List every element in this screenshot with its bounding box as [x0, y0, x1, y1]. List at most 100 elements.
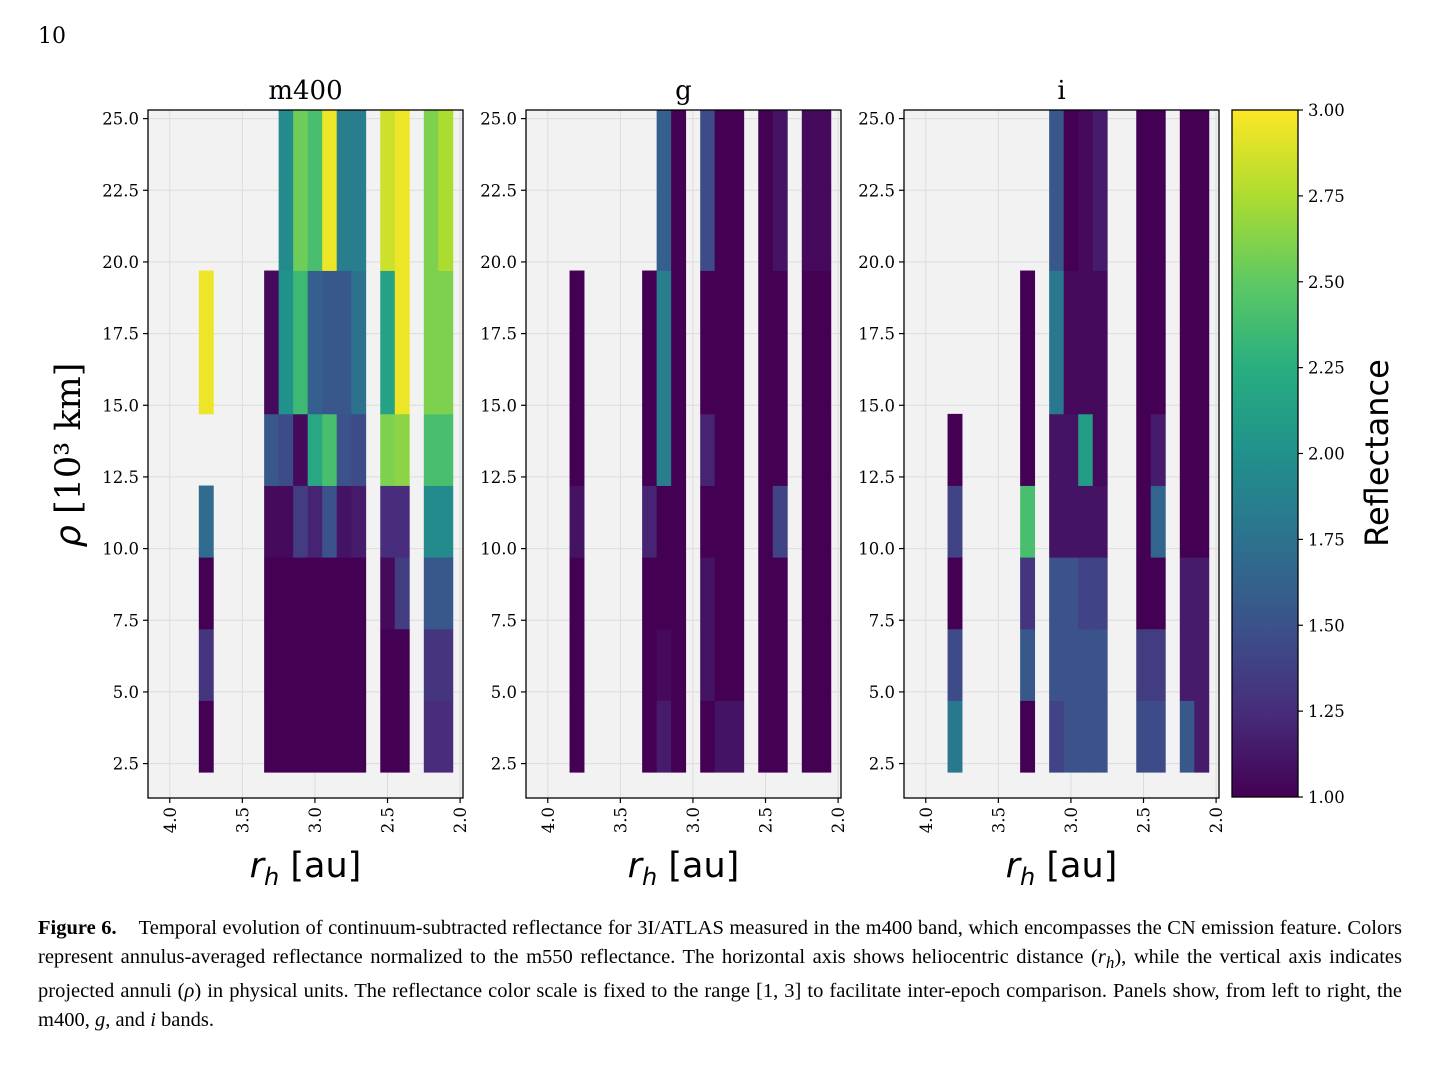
heatmap-cell [642, 557, 658, 630]
heatmap-cell [1063, 700, 1079, 773]
heatmap-cell [772, 557, 788, 630]
heatmap-cell [947, 485, 963, 558]
y-tick-label: 22.5 [102, 181, 139, 200]
heatmap-cell [278, 700, 294, 773]
x-tick-label: 3.0 [684, 807, 703, 833]
heatmap-cell [1049, 700, 1065, 773]
y-tick-label: 20.0 [858, 253, 895, 272]
heatmap-cell [380, 557, 396, 630]
heatmap-cell [322, 413, 338, 486]
heatmap-cell [1063, 110, 1079, 271]
x-tick-label: 3.0 [1062, 807, 1081, 833]
heatmap-cell [758, 110, 774, 271]
heatmap-cell [1020, 557, 1036, 630]
colorbar-tick-label: 1.00 [1308, 788, 1345, 807]
heatmap-cell [1179, 110, 1195, 271]
heatmap-cell [1078, 700, 1094, 773]
heatmap-cell [671, 413, 687, 486]
heatmap-cell [772, 413, 788, 486]
y-tick-label: 20.0 [480, 253, 517, 272]
y-tick-label: 15.0 [858, 396, 895, 415]
y-tick-label: 5.0 [869, 683, 895, 702]
heatmap-cell [1136, 628, 1152, 701]
y-tick-label: 10.0 [480, 540, 517, 559]
heatmap-cell [1078, 413, 1094, 486]
heatmap-cell [1179, 485, 1195, 558]
heatmap-cell [801, 628, 832, 701]
caption-rh-sub: h [1105, 953, 1115, 973]
x-tick-label: 2.5 [1135, 807, 1154, 833]
y-tick-label: 22.5 [480, 181, 517, 200]
heatmap-cell [801, 270, 832, 415]
heatmap-cell [307, 557, 323, 630]
plot-frame [903, 109, 1220, 799]
heatmap-cell [642, 413, 658, 486]
heatmap-cell [438, 485, 454, 558]
heatmap-cell [1194, 557, 1210, 630]
heatmap-cell [423, 557, 439, 630]
heatmap-cell [1078, 557, 1094, 630]
heatmap-cell [1136, 413, 1152, 486]
y-tick-label: 10.0 [858, 540, 895, 559]
panel-i: 2.5 5.0 7.5 10.0 12.5 15.0 17.5 20.0 22.5 25.0 4.0… [858, 76, 1226, 891]
heatmap-cell [758, 413, 774, 486]
heatmap-cell [1150, 413, 1166, 486]
heatmap-cell [322, 110, 338, 271]
heatmap-cell [293, 413, 309, 486]
y-tick-label: 25.0 [858, 110, 895, 129]
heatmap-cell [642, 628, 658, 701]
caption-label: Figure 6. [38, 917, 117, 939]
heatmap-cell [1078, 270, 1094, 415]
heatmap-cell [293, 270, 309, 415]
heatmap-cell [801, 110, 832, 271]
heatmap-cell [423, 485, 439, 558]
colorbar-tick-label: 3.00 [1308, 101, 1345, 120]
x-tick-label: 2.5 [379, 807, 398, 833]
heatmap-cell [307, 485, 323, 558]
x-tick-label: 2.0 [829, 807, 848, 833]
heatmap-cell [1179, 270, 1195, 415]
heatmap-cell [714, 485, 745, 558]
heatmap-cell [264, 557, 280, 630]
heatmap-cell [1049, 557, 1065, 630]
x-tick-label: 3.0 [306, 807, 325, 833]
y-tick-label: 25.0 [480, 110, 517, 129]
heatmap-cell [307, 110, 323, 271]
heatmap-cell [1179, 557, 1195, 630]
y-tick-label: 17.5 [480, 325, 517, 344]
heatmap-cell [423, 628, 439, 701]
heatmap-cell [293, 485, 309, 558]
heatmap-cell [394, 557, 410, 630]
heatmap-cell [656, 628, 672, 701]
y-tick-label: 17.5 [858, 325, 895, 344]
panel-m400: 2.5 5.0 7.5 10.0 12.5 15.0 17.5 20.0 22.5 25.0 4.0… [102, 76, 470, 891]
heatmap-cell [569, 700, 585, 773]
x-tick-label: 4.0 [161, 807, 180, 833]
heatmap-cell [1020, 700, 1036, 773]
heatmap-cell [1092, 110, 1108, 271]
heatmap-cell [1194, 700, 1210, 773]
heatmap-cell [700, 413, 716, 486]
heatmap-cell [351, 557, 367, 630]
heatmap-cell [293, 557, 309, 630]
y-tick-label: 15.0 [102, 396, 139, 415]
x-tick-label: 3.5 [233, 807, 252, 833]
heatmap-cell [700, 700, 716, 773]
y-tick-label: 2.5 [869, 755, 895, 774]
heatmap-cell [671, 270, 687, 415]
y-tick-label: 20.0 [102, 253, 139, 272]
heatmap-cell [714, 628, 745, 701]
heatmap-cell [1136, 270, 1152, 415]
heatmap-cell [714, 700, 745, 773]
y-tick-label: 15.0 [480, 396, 517, 415]
heatmap-cell [700, 110, 716, 271]
heatmap-cell [438, 110, 454, 271]
heatmap-cell [438, 628, 454, 701]
heatmap-cell [801, 557, 832, 630]
heatmap-cell [278, 270, 294, 415]
heatmap-cell [1049, 413, 1065, 486]
heatmap-cell [758, 270, 774, 415]
heatmap-cell [278, 628, 294, 701]
heatmap-cell [714, 110, 745, 271]
heatmap-cell [351, 270, 367, 415]
